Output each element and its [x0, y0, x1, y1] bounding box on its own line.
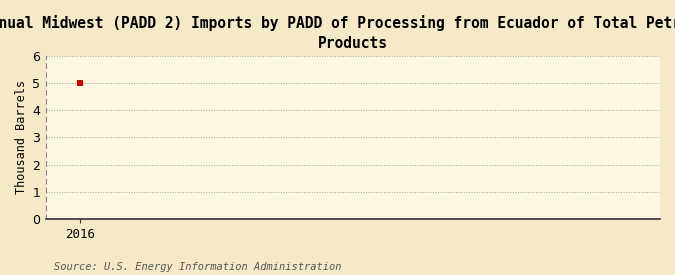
Text: Source: U.S. Energy Information Administration: Source: U.S. Energy Information Administ…	[54, 262, 342, 272]
Y-axis label: Thousand Barrels: Thousand Barrels	[15, 80, 28, 194]
Title: Annual Midwest (PADD 2) Imports by PADD of Processing from Ecuador of Total Petr: Annual Midwest (PADD 2) Imports by PADD …	[0, 15, 675, 51]
